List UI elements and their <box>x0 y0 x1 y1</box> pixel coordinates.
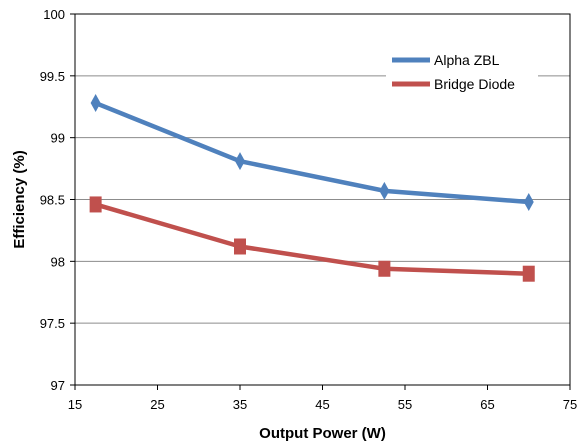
x-axis-ticks: 15 25 35 45 55 65 75 <box>68 385 577 412</box>
y-tick-label: 99 <box>51 131 65 146</box>
x-tick-label: 75 <box>563 397 577 412</box>
data-point-square <box>522 265 535 282</box>
legend-label: Alpha ZBL <box>434 52 500 68</box>
y-tick-label: 98.5 <box>40 193 65 208</box>
data-point-diamond <box>90 94 101 113</box>
series-2 <box>89 196 535 282</box>
data-point-square <box>234 238 246 255</box>
y-axis-ticks: 97 97.5 98 98.5 99 99.5 100 <box>40 7 75 393</box>
x-tick-label: 25 <box>150 397 164 412</box>
legend: Alpha ZBL Bridge Diode <box>386 44 538 100</box>
data-point-diamond <box>235 152 245 171</box>
y-tick-label: 97 <box>51 378 65 393</box>
x-tick-label: 55 <box>398 397 412 412</box>
data-point-square <box>89 196 102 213</box>
series-1 <box>90 94 534 211</box>
series-lines <box>89 94 535 282</box>
y-axis-title: Efficiency (%) <box>11 150 28 248</box>
x-axis-title: Output Power (W) <box>259 425 386 442</box>
data-point-diamond <box>523 192 534 211</box>
x-tick-label: 45 <box>315 397 329 412</box>
legend-background <box>386 44 538 100</box>
legend-label: Bridge Diode <box>434 76 515 92</box>
series-line <box>94 100 529 205</box>
data-point-diamond <box>379 181 390 200</box>
y-tick-label: 100 <box>43 7 65 22</box>
x-tick-label: 35 <box>233 397 247 412</box>
y-tick-label: 97.5 <box>40 316 65 331</box>
series-line <box>94 202 529 276</box>
data-point-square <box>378 260 391 277</box>
x-tick-label: 15 <box>68 397 82 412</box>
x-tick-label: 65 <box>480 397 494 412</box>
y-tick-label: 99.5 <box>40 69 65 84</box>
y-tick-label: 98 <box>51 254 65 269</box>
